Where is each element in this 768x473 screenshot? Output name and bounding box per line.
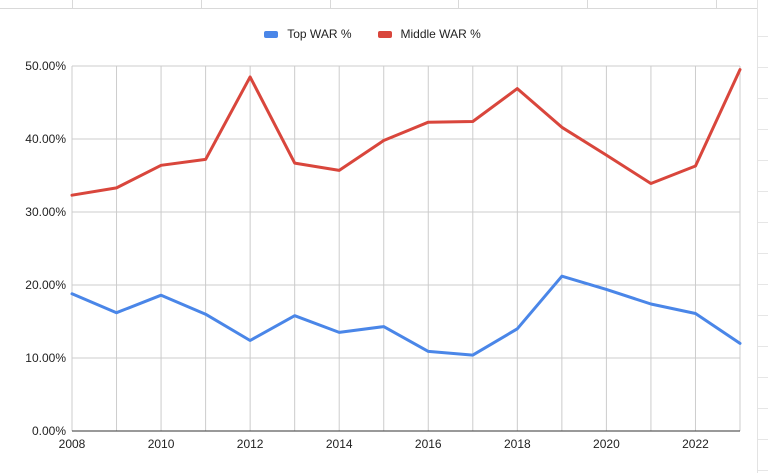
x-tick-label: 2012 [237,437,264,451]
series-line-top-war [70,274,742,357]
legend-label-middle-war: Middle WAR % [400,27,481,41]
sheet-row-line [758,253,768,254]
sheet-row-line [758,284,768,285]
sheet-header-border [0,0,768,9]
sheet-row-line [758,67,768,68]
legend-item-top-war[interactable]: Top WAR % [264,27,352,41]
sheet-row-line [758,222,768,223]
y-axis-tick-labels: 0.00% 10.00% 20.00% 30.00% 40.00% 50.00% [25,59,66,438]
sheet-row-line [758,470,768,471]
sheet-column-line [330,0,331,8]
y-tick-label: 40.00% [25,132,66,146]
sheet-right-column [757,0,768,473]
sheet-row-line [758,408,768,409]
sheet-row-line [758,377,768,378]
x-tick-label: 2018 [504,437,531,451]
x-tick-label: 2022 [682,437,709,451]
sheet-row-line [758,346,768,347]
series-line-middle-war [70,68,742,197]
y-tick-label: 30.00% [25,205,66,219]
x-tick-label: 2014 [326,437,353,451]
x-tick-label: 2020 [593,437,620,451]
x-tick-label: 2008 [59,437,86,451]
y-tick-label: 20.00% [25,278,66,292]
y-tick-label: 50.00% [25,59,66,73]
sheet-column-line [201,0,202,8]
legend-swatch-middle-war [377,30,392,38]
sheet-column-line [72,0,73,8]
legend-label-top-war: Top WAR % [287,27,352,41]
x-tick-label: 2016 [415,437,442,451]
legend-swatch-top-war [264,30,279,38]
x-tick-label: 2010 [148,437,175,451]
legend-item-middle-war[interactable]: Middle WAR % [377,27,481,41]
y-tick-label: 0.00% [32,424,66,438]
sheet-row-line [758,36,768,37]
sheet-row-line [758,315,768,316]
sheet-row-line [758,191,768,192]
chart-series-lines [70,68,742,357]
chart-gridlines [71,65,741,432]
sheet-row-line [758,98,768,99]
sheet-row-line [758,129,768,130]
sheet-column-line [587,0,588,8]
y-tick-label: 10.00% [25,351,66,365]
sheet-row-line [758,439,768,440]
sheet-row-line [758,160,768,161]
x-axis-tick-labels: 2008 2010 2012 2014 2016 2018 2020 2022 [59,437,709,451]
sheet-column-line [458,0,459,8]
sheet-column-line [716,0,717,8]
chart-legend: Top WAR % Middle WAR % [0,27,745,41]
